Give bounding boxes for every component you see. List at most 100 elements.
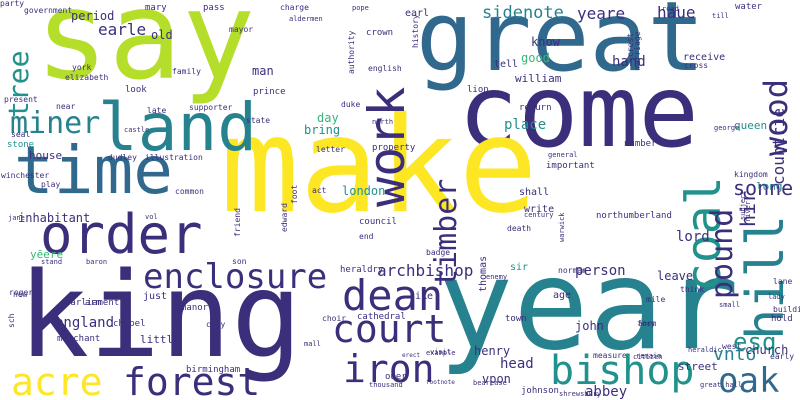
word-countrie: countrie (769, 107, 788, 185)
word-heraldic: heraldic (688, 346, 722, 354)
word-property: property (372, 143, 416, 153)
word-party: party (0, 0, 25, 8)
word-church: church (745, 343, 789, 357)
word-miner: miner (10, 106, 101, 141)
word-lady: lady (768, 293, 785, 301)
word-iron: iron (343, 347, 435, 391)
word-queen: queen (734, 119, 768, 132)
word-bishop: bishop (550, 348, 695, 394)
word-time: time (14, 132, 173, 209)
word-abbey: abbey (585, 384, 628, 400)
word-authority: authority (347, 31, 356, 75)
word-visit: visit (430, 348, 452, 356)
word-supporter: supporter (189, 103, 233, 112)
word-enclosure: enclosure (143, 257, 328, 297)
word-state: state (246, 116, 271, 125)
word-just: just (143, 291, 168, 302)
word-pound: pound (705, 208, 740, 299)
word-good: good (521, 51, 550, 65)
word-bear: bear (473, 379, 490, 387)
word-y-ere: yēere (30, 248, 64, 261)
word-pope: pope (352, 4, 369, 12)
word-write: write (524, 204, 555, 215)
word-henry: henry (474, 344, 511, 358)
word-aldermen: aldermen (289, 15, 323, 23)
word-acre: acre (11, 360, 103, 400)
word-seal: seal (11, 130, 31, 139)
word-order: order (40, 203, 203, 266)
word-manor: manor (181, 303, 209, 313)
word-johnson: johnson (521, 386, 559, 396)
word-general: general (548, 151, 578, 159)
word-cathedral: cathedral (357, 312, 406, 322)
word-come: come (458, 53, 699, 170)
word-play: play (41, 180, 61, 189)
word-know: know (531, 35, 560, 49)
word-make: make (220, 89, 538, 243)
word-earl: earl (405, 8, 430, 19)
word-little: little (140, 333, 180, 346)
word-council: council (359, 217, 397, 227)
word-enemy: enemy (486, 273, 508, 281)
word-citizen: citizen (633, 353, 663, 361)
word-arm: arm (85, 298, 102, 308)
word-place: place (504, 117, 547, 133)
word-dean: dean (342, 271, 444, 320)
word-ouer: ouer (385, 372, 407, 382)
word-jane: jane (8, 214, 25, 222)
word-think: think (680, 285, 705, 294)
word-century: century (524, 211, 554, 219)
word-end: end (359, 232, 374, 241)
word-haue: haue (657, 3, 696, 22)
word-say: say (35, 0, 256, 107)
word-head: head (500, 356, 534, 372)
word-birmingham: birmingham (186, 365, 241, 375)
word-john: john (575, 319, 604, 333)
word-common: common (175, 187, 204, 196)
word-york: york (72, 63, 92, 72)
word-esq: esq (733, 328, 777, 356)
word-hand: hand (612, 54, 646, 70)
word-heraldry: heraldry (340, 265, 384, 275)
word-great-hall: great hall (700, 381, 743, 389)
word-sidenote: sidenote (482, 3, 564, 23)
word-number: number (624, 139, 657, 149)
word-case: case (490, 379, 507, 387)
word-till: till (712, 12, 729, 20)
word-sch: sch (7, 313, 16, 329)
word-mayor: mayor (229, 25, 254, 34)
word-william: william (515, 72, 562, 85)
word-lion: lion (467, 85, 489, 95)
word-footnote: footnote (426, 379, 455, 386)
word-sonne: sonne (733, 176, 794, 200)
word-baron: baron (86, 258, 108, 266)
word-king: king (18, 246, 303, 384)
word-lane: lane (773, 277, 793, 286)
word-sir: sir (510, 262, 529, 273)
word-foot: foot (290, 185, 299, 205)
word-house: house (29, 149, 63, 162)
word-castle: castle (124, 126, 150, 134)
word-george: george (714, 124, 740, 132)
word-town: town (505, 314, 527, 324)
word-leave: leave (657, 269, 694, 283)
word-stand: stand (41, 258, 63, 266)
word-land: land (98, 89, 257, 166)
word-road: road (662, 5, 679, 13)
word-new: new (13, 290, 28, 299)
word-archbishop: archbishop (377, 261, 474, 280)
word-illustration: illustration (145, 153, 203, 162)
word-late: late (147, 106, 167, 115)
word-edward: edward (280, 203, 289, 233)
word-early: early (770, 352, 795, 361)
word-hold: hold (771, 314, 793, 324)
word-government: government (24, 6, 73, 15)
word-english: english (368, 64, 402, 73)
word-year: year (438, 233, 740, 378)
word-north: north (372, 118, 394, 126)
word-friend: friend (233, 208, 242, 238)
word-warwick: warwick (558, 212, 566, 242)
word-mall: mall (304, 340, 321, 348)
word-bring: bring (304, 123, 341, 137)
